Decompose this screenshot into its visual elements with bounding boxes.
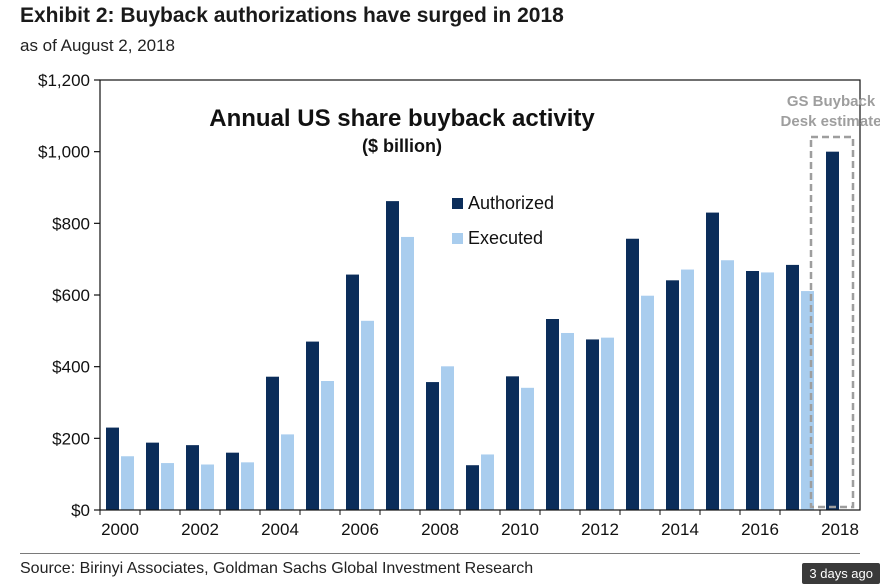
bar-executed-2003 (241, 462, 254, 510)
footer-divider (20, 553, 860, 554)
bar-executed-2002 (201, 464, 214, 510)
bar-authorized-2007 (386, 201, 399, 510)
bar-authorized-2013 (626, 238, 639, 510)
chart-unit-label: ($ billion) (362, 136, 442, 156)
y-tick-label: $600 (52, 286, 90, 305)
bar-authorized-2014 (666, 280, 679, 510)
timestamp-badge: 3 days ago (802, 563, 880, 584)
estimate-annotation-line: GS Buyback (787, 93, 876, 110)
bar-executed-2006 (361, 320, 374, 510)
bar-authorized-2016 (746, 270, 759, 510)
bar-authorized-2015 (706, 212, 719, 511)
buyback-bar-chart: $0 $200 $400 $600 $800 $1,000 $1,200 2000 2002 20… (38, 71, 880, 539)
bar-authorized-2009 (466, 465, 479, 510)
bar-executed-2013 (641, 295, 654, 510)
bar-authorized-2005 (306, 341, 319, 510)
bar-executed-2011 (561, 332, 574, 510)
bar-authorized-2004 (266, 376, 279, 510)
x-tick-label: 2014 (661, 520, 699, 539)
x-tick-label: 2006 (341, 520, 379, 539)
x-tick-label: 2016 (741, 520, 779, 539)
y-tick-label: $800 (52, 214, 90, 233)
bar-executed-2004 (281, 434, 294, 510)
x-tick-label: 2012 (581, 520, 619, 539)
x-tick-label: 2008 (421, 520, 459, 539)
chart-title: Annual US share buyback activity (209, 105, 595, 132)
estimate-annotation-line: Desk estimate (781, 113, 880, 130)
bar-executed-2001 (161, 463, 174, 510)
bar-authorized-2001 (146, 442, 159, 510)
bar-authorized-2000 (106, 427, 119, 510)
x-tick-label: 2004 (261, 520, 299, 539)
bar-authorized-2018 (826, 151, 839, 510)
exhibit-title: Exhibit 2: Buyback authorizations have s… (20, 4, 564, 27)
bar-executed-2008 (441, 366, 454, 510)
y-tick-label: $400 (52, 358, 90, 377)
bar-authorized-2003 (226, 452, 239, 510)
bar-authorized-2017 (786, 264, 799, 510)
bar-executed-2009 (481, 454, 494, 510)
bar-executed-2016 (761, 272, 774, 510)
bar-authorized-2008 (426, 382, 439, 510)
y-tick-label: $200 (52, 429, 90, 448)
legend-swatch-executed (452, 233, 463, 244)
x-tick-label: 2018 (821, 520, 859, 539)
legend-label-authorized: Authorized (468, 193, 554, 213)
source-note: Source: Birinyi Associates, Goldman Sach… (20, 560, 534, 577)
bar-authorized-2012 (586, 339, 599, 510)
bar-executed-2005 (321, 381, 334, 510)
y-tick-label: $0 (71, 501, 90, 520)
bar-executed-2007 (401, 236, 414, 510)
y-tick-label: $1,000 (38, 143, 90, 162)
bar-authorized-2011 (546, 319, 559, 510)
legend-swatch-authorized (452, 198, 463, 209)
bar-executed-2010 (521, 387, 534, 510)
x-tick-label: 2000 (101, 520, 139, 539)
bar-authorized-2006 (346, 274, 359, 510)
x-tick-label: 2002 (181, 520, 219, 539)
bar-executed-2017 (801, 291, 814, 510)
bar-executed-2012 (601, 337, 614, 510)
bar-executed-2014 (681, 269, 694, 510)
estimate-dashed-box (809, 135, 855, 509)
bar-executed-2015 (721, 260, 734, 510)
x-tick-label: 2010 (501, 520, 539, 539)
exhibit-subtitle: as of August 2, 2018 (20, 36, 176, 55)
bar-authorized-2002 (186, 445, 199, 510)
bar-executed-2000 (121, 456, 134, 510)
y-tick-label: $1,200 (38, 71, 90, 90)
legend-label-executed: Executed (468, 228, 543, 248)
bar-authorized-2010 (506, 376, 519, 510)
